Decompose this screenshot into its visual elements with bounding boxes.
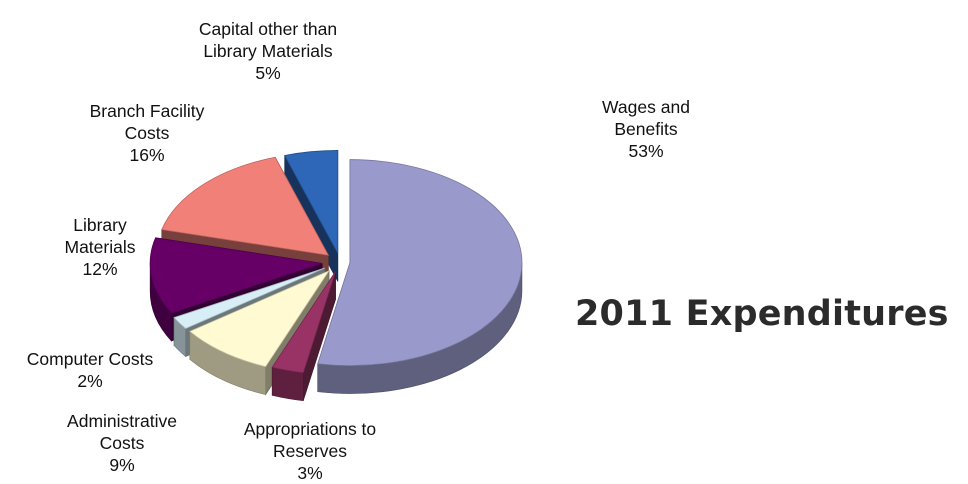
slice-label-name: Costs [124, 123, 170, 143]
pie-slice [189, 269, 331, 368]
slice-label-value: 3% [297, 463, 323, 483]
slice-label: Branch Facility Costs 16% [90, 100, 205, 166]
pie-slices [149, 150, 523, 402]
slice-label: Computer Costs 2% [27, 348, 153, 392]
slice-label: Capital other than Library Materials 5% [199, 18, 337, 84]
slice-label: Appropriations to Reserves 3% [244, 418, 376, 484]
slice-label-value: 12% [82, 259, 118, 279]
slice-label-name: Wages and [602, 97, 690, 117]
slice-label-name: Benefits [614, 119, 678, 139]
slice-label-name: Capital other than [198, 19, 338, 39]
slice-label-name: Library [73, 215, 127, 235]
slice-label: Library Materials 12% [65, 214, 136, 280]
slice-label-name: Branch Facility [89, 101, 205, 121]
slice-label-name: Reserves [273, 441, 347, 461]
pie-slice [173, 267, 325, 329]
slice-label-name: Costs [99, 433, 145, 453]
pie-slice [149, 237, 323, 314]
slice-label-value: 5% [255, 63, 281, 83]
slice-label-name: Appropriations to [243, 419, 377, 439]
slice-label: Wages and Benefits 53% [602, 96, 690, 162]
slice-label-value: 16% [129, 145, 165, 165]
slice-label-name: Library Materials [203, 41, 333, 61]
pie-slice [161, 156, 330, 256]
pie-slice [317, 159, 523, 366]
slice-label-name: Computer Costs [26, 349, 154, 369]
slice-label: Administrative Costs 9% [67, 410, 177, 476]
pie-slice [271, 271, 336, 374]
chart-title: 2011 Expenditures [575, 294, 949, 334]
slice-label-name: Administrative [67, 411, 177, 431]
slice-label-value: 2% [77, 371, 103, 391]
slice-label-name: Materials [64, 237, 136, 257]
slice-label-value: 9% [109, 455, 135, 475]
pie-slice [284, 150, 339, 254]
slice-label-value: 53% [628, 141, 664, 161]
